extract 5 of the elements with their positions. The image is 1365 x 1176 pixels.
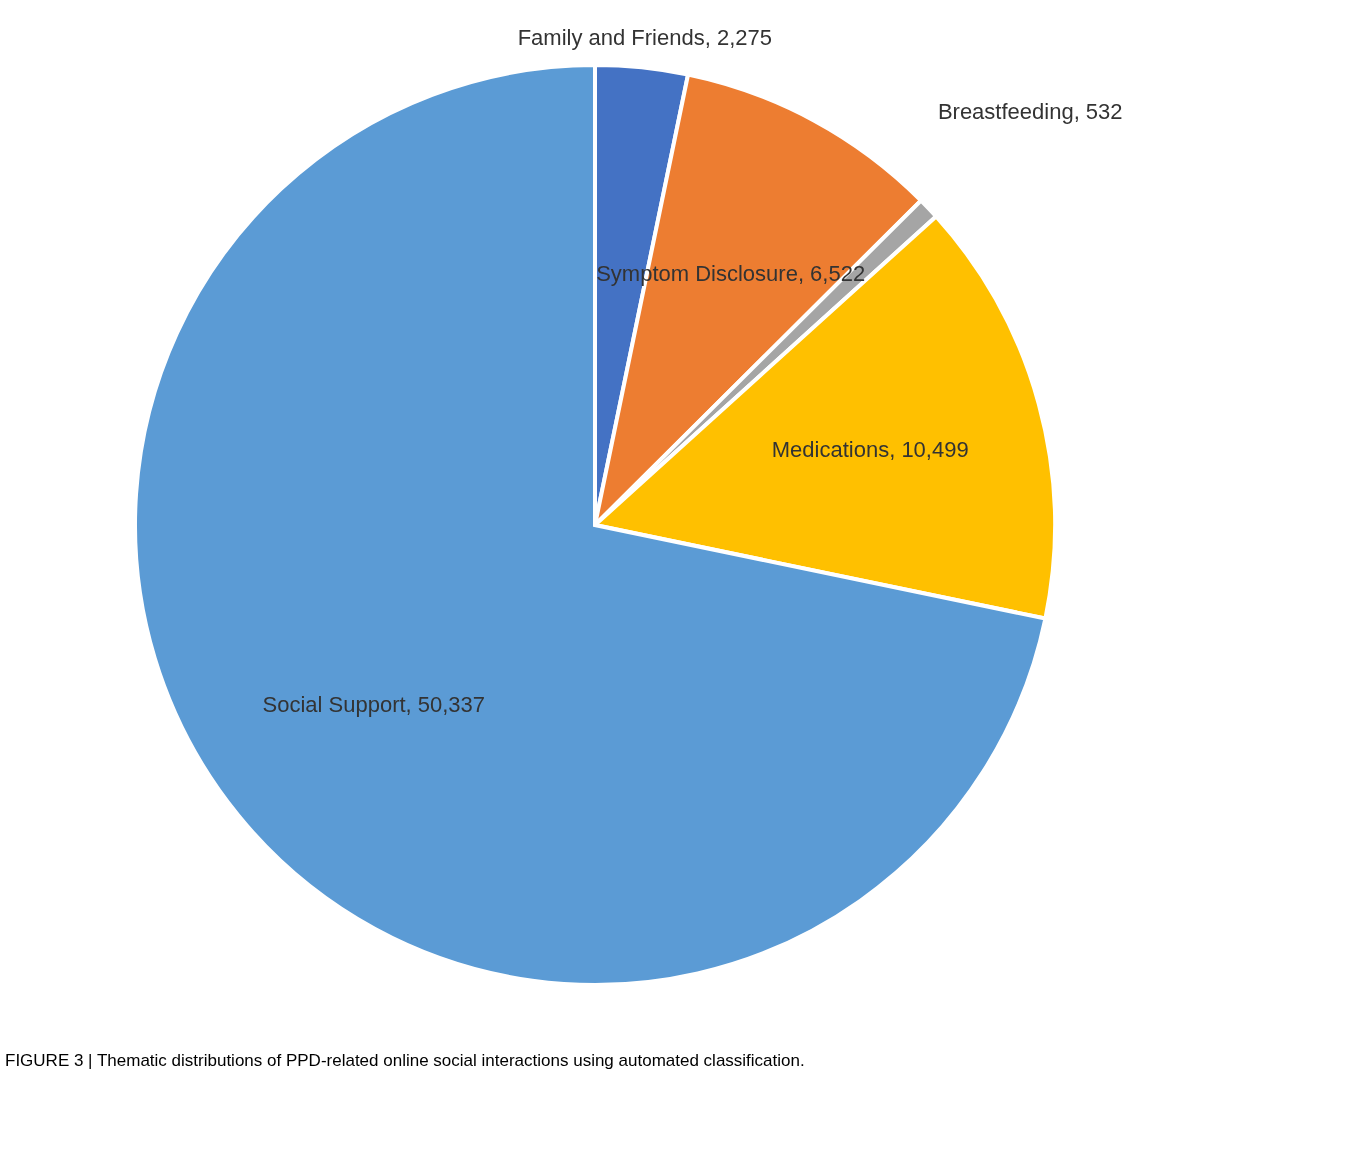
slice-label: Breastfeeding, 532	[937, 98, 1123, 124]
slice-label: Medications, 10,499	[771, 437, 969, 463]
slice-label: Family and Friends, 2,275	[517, 24, 772, 50]
slice-label: Social Support, 50,337	[262, 692, 486, 717]
caption: FIGURE 3 | Thematic distributions of PPD-related online social interactions using automated classification.	[5, 1051, 805, 1070]
